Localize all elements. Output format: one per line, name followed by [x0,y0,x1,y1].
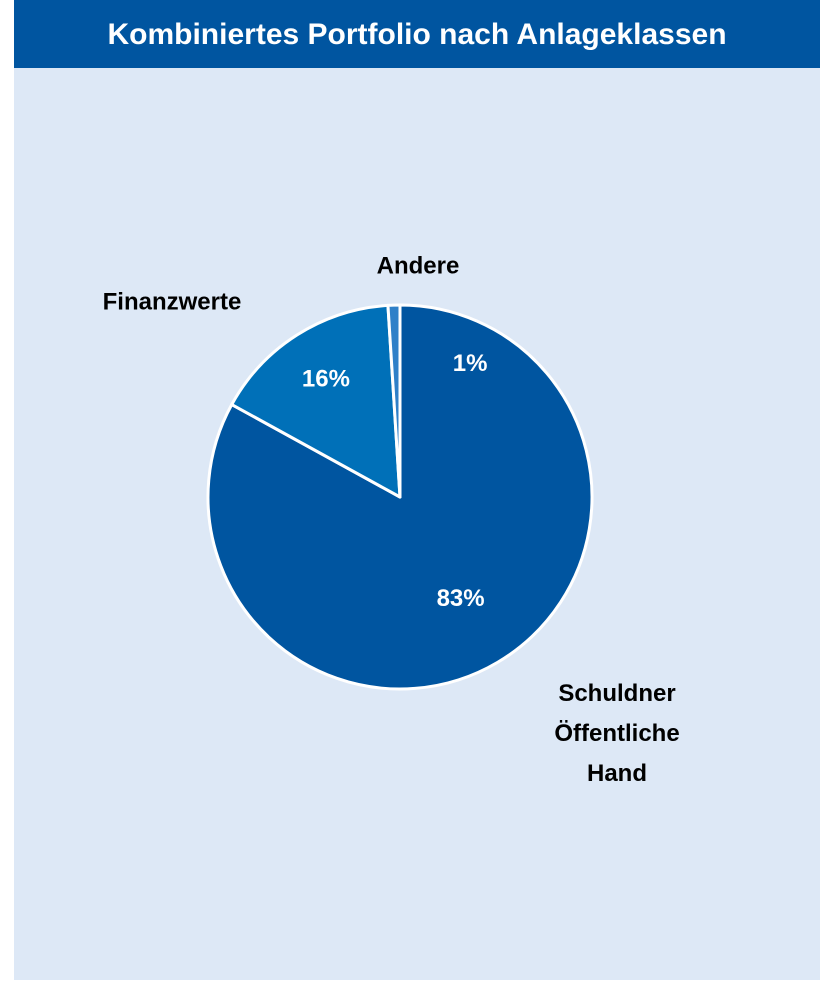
chart-title: Kombiniertes Portfolio nach Anlageklasse… [107,18,726,51]
data-label: 16% [302,366,350,393]
data-label: 83% [437,585,485,612]
pie-slice [386,303,402,499]
data-label: 1% [453,350,488,377]
category-label: Schuldner Öffentliche Hand [554,680,679,787]
category-label: Andere [377,252,460,279]
category-label: Finanzwerte [103,288,242,315]
title-bar [14,0,820,68]
pie-slice [230,303,402,499]
